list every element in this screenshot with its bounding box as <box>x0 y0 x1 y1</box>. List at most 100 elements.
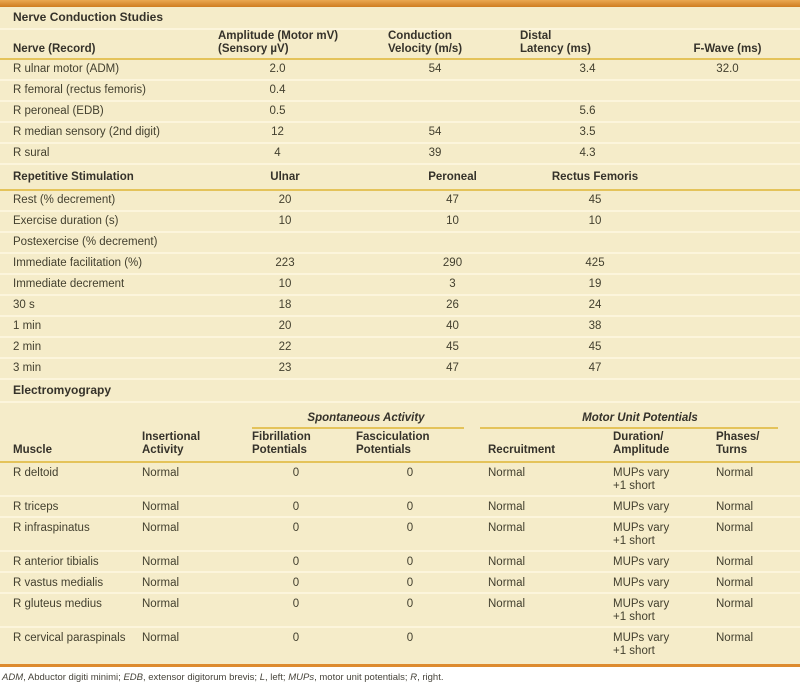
phases-turns-cell: Normal <box>716 577 754 589</box>
rectus-femoris-cell: 47 <box>588 362 602 374</box>
rs-label-cell: Rest (% decrement) <box>13 194 116 206</box>
rectus-femoris-cell <box>540 233 650 252</box>
rs-label-cell: 3 min <box>13 362 42 374</box>
amplitude-cell: 4 <box>274 147 281 159</box>
phases-turns-cell: Normal <box>716 632 754 644</box>
peroneal-cell: 10 <box>446 215 459 227</box>
f-wave-cell <box>655 81 800 100</box>
fibrillation-cell: 0 <box>292 556 300 568</box>
duration-amplitude-cell: MUPs vary +1 short <box>613 467 670 492</box>
muscle-cell: R deltoid <box>13 467 59 479</box>
peroneal-cell: 40 <box>446 320 459 332</box>
fibrillation-cell: 0 <box>292 598 300 610</box>
footnote-text: , motor unit potentials; <box>314 672 411 683</box>
conduction-velocity-cell: 54 <box>428 126 442 138</box>
nerve-record-cell: R peroneal (EDB) <box>13 105 104 117</box>
amplitude-cell: 0.4 <box>269 84 286 96</box>
ulnar-cell <box>205 233 365 252</box>
muscle-cell: R infraspinatus <box>13 522 90 534</box>
emg-row-5: R gluteus medius Normal 0 0 Normal MUPs … <box>0 594 800 628</box>
peroneal-cell: 26 <box>446 299 459 311</box>
duration-amplitude-cell: MUPs vary +1 short <box>613 522 670 547</box>
rectus-femoris-cell: 19 <box>588 278 602 290</box>
emg-header-row: Muscle Insertional Activity Fibrillation… <box>0 431 800 463</box>
peroneal-cell <box>365 233 540 252</box>
peroneal-cell: 47 <box>446 194 459 206</box>
fibrillation-cell: 0 <box>292 522 300 534</box>
fibrillation-cell: 0 <box>292 577 300 589</box>
recruitment-cell: Normal <box>488 467 526 479</box>
emg-col-insertional-activity: Insertional Activity <box>142 431 201 456</box>
insertional-cell: Normal <box>142 632 180 644</box>
rs-row-5: 30 s 18 26 24 <box>0 296 800 317</box>
nerve-record-cell: R median sensory (2nd digit) <box>13 126 161 138</box>
ncs-section-title: Nerve Conduction Studies <box>0 7 800 30</box>
rs-label-cell: Postexercise (% decrement) <box>13 236 158 248</box>
top-accent-bar <box>0 0 800 7</box>
abbr-adm: ADM <box>2 672 24 683</box>
muscle-cell: R gluteus medius <box>13 598 102 610</box>
footnote-text: , right. <box>417 672 444 683</box>
duration-amplitude-cell: MUPs vary +1 short <box>613 598 670 623</box>
emg-col-recruitment: Recruitment <box>488 444 556 456</box>
f-wave-cell <box>655 144 800 163</box>
distal-latency-cell: 3.4 <box>579 63 596 75</box>
fasciculation-cell: 0 <box>406 501 414 513</box>
insertional-cell: Normal <box>142 522 180 534</box>
rectus-femoris-cell: 38 <box>588 320 602 332</box>
recruitment-cell: Normal <box>488 598 526 610</box>
insertional-cell: Normal <box>142 577 180 589</box>
duration-amplitude-cell: MUPs vary <box>613 501 670 513</box>
rs-label-cell: 30 s <box>13 299 35 311</box>
ncs-header-row: Nerve (Record) Amplitude (Motor mV) (Sen… <box>0 30 800 60</box>
nerve-record-cell: R ulnar motor (ADM) <box>13 63 120 75</box>
rs-row-0: Rest (% decrement) 20 47 45 <box>0 191 800 212</box>
rs-row-1: Exercise duration (s) 10 10 10 <box>0 212 800 233</box>
ulnar-cell: 18 <box>278 299 292 311</box>
conduction-velocity-cell <box>350 102 520 121</box>
abbr-edb: EDB <box>123 672 143 683</box>
rectus-femoris-cell: 45 <box>588 341 602 353</box>
nerve-record-cell: R sural <box>13 147 50 159</box>
emg-section-title: Electromyograpy <box>0 380 800 403</box>
ncs-col-conduction-velocity: Conduction Velocity (m/s) <box>388 30 463 55</box>
ulnar-cell: 10 <box>278 215 292 227</box>
duration-amplitude-cell: MUPs vary <box>613 577 670 589</box>
fasciculation-cell: 0 <box>406 577 414 589</box>
f-wave-cell <box>655 123 800 142</box>
conduction-velocity-cell: 54 <box>428 63 442 75</box>
muscle-cell: R cervical paraspinals <box>13 632 126 644</box>
amplitude-cell: 2.0 <box>269 63 286 75</box>
muscle-cell: R vastus medialis <box>13 577 104 589</box>
results-table: Nerve Conduction Studies Nerve (Record) … <box>0 7 800 667</box>
fibrillation-cell: 0 <box>292 632 300 644</box>
recruitment-cell: Normal <box>488 522 526 534</box>
rs-row-2: Postexercise (% decrement) <box>0 233 800 254</box>
rs-col-title: Repetitive Stimulation <box>13 171 134 183</box>
peroneal-cell: 47 <box>446 362 459 374</box>
ncs-row-3: R median sensory (2nd digit) 12 54 3.5 <box>0 123 800 144</box>
fasciculation-cell: 0 <box>406 467 414 479</box>
rs-label-cell: Immediate decrement <box>13 278 125 290</box>
ncs-col-nerve-record: Nerve (Record) <box>13 42 96 55</box>
muscle-cell: R anterior tibialis <box>13 556 99 568</box>
phases-turns-cell: Normal <box>716 467 754 479</box>
phases-turns-cell: Normal <box>716 598 754 610</box>
ncs-row-4: R sural 4 39 4.3 <box>0 144 800 165</box>
ncs-row-1: R femoral (rectus femoris) 0.4 <box>0 81 800 102</box>
ncs-row-0: R ulnar motor (ADM) 2.0 54 3.4 32.0 <box>0 60 800 81</box>
ulnar-cell: 20 <box>278 320 292 332</box>
abbr-mups: MUPs <box>288 672 315 683</box>
fasciculation-cell: 0 <box>406 556 414 568</box>
emg-row-2: R infraspinatus Normal 0 0 Normal MUPs v… <box>0 518 800 552</box>
emg-col-fasciculation-potentials: Fasciculation Potentials <box>356 431 430 456</box>
insertional-cell: Normal <box>142 501 180 513</box>
nerve-record-cell: R femoral (rectus femoris) <box>13 84 146 96</box>
ncs-col-amplitude: Amplitude (Motor mV) (Sensory µV) <box>218 30 339 55</box>
rectus-femoris-cell: 10 <box>588 215 602 227</box>
conduction-velocity-cell: 39 <box>428 147 442 159</box>
abbr-l: L <box>259 672 265 683</box>
peroneal-cell: 3 <box>449 278 456 290</box>
distal-latency-cell: 3.5 <box>579 126 596 138</box>
